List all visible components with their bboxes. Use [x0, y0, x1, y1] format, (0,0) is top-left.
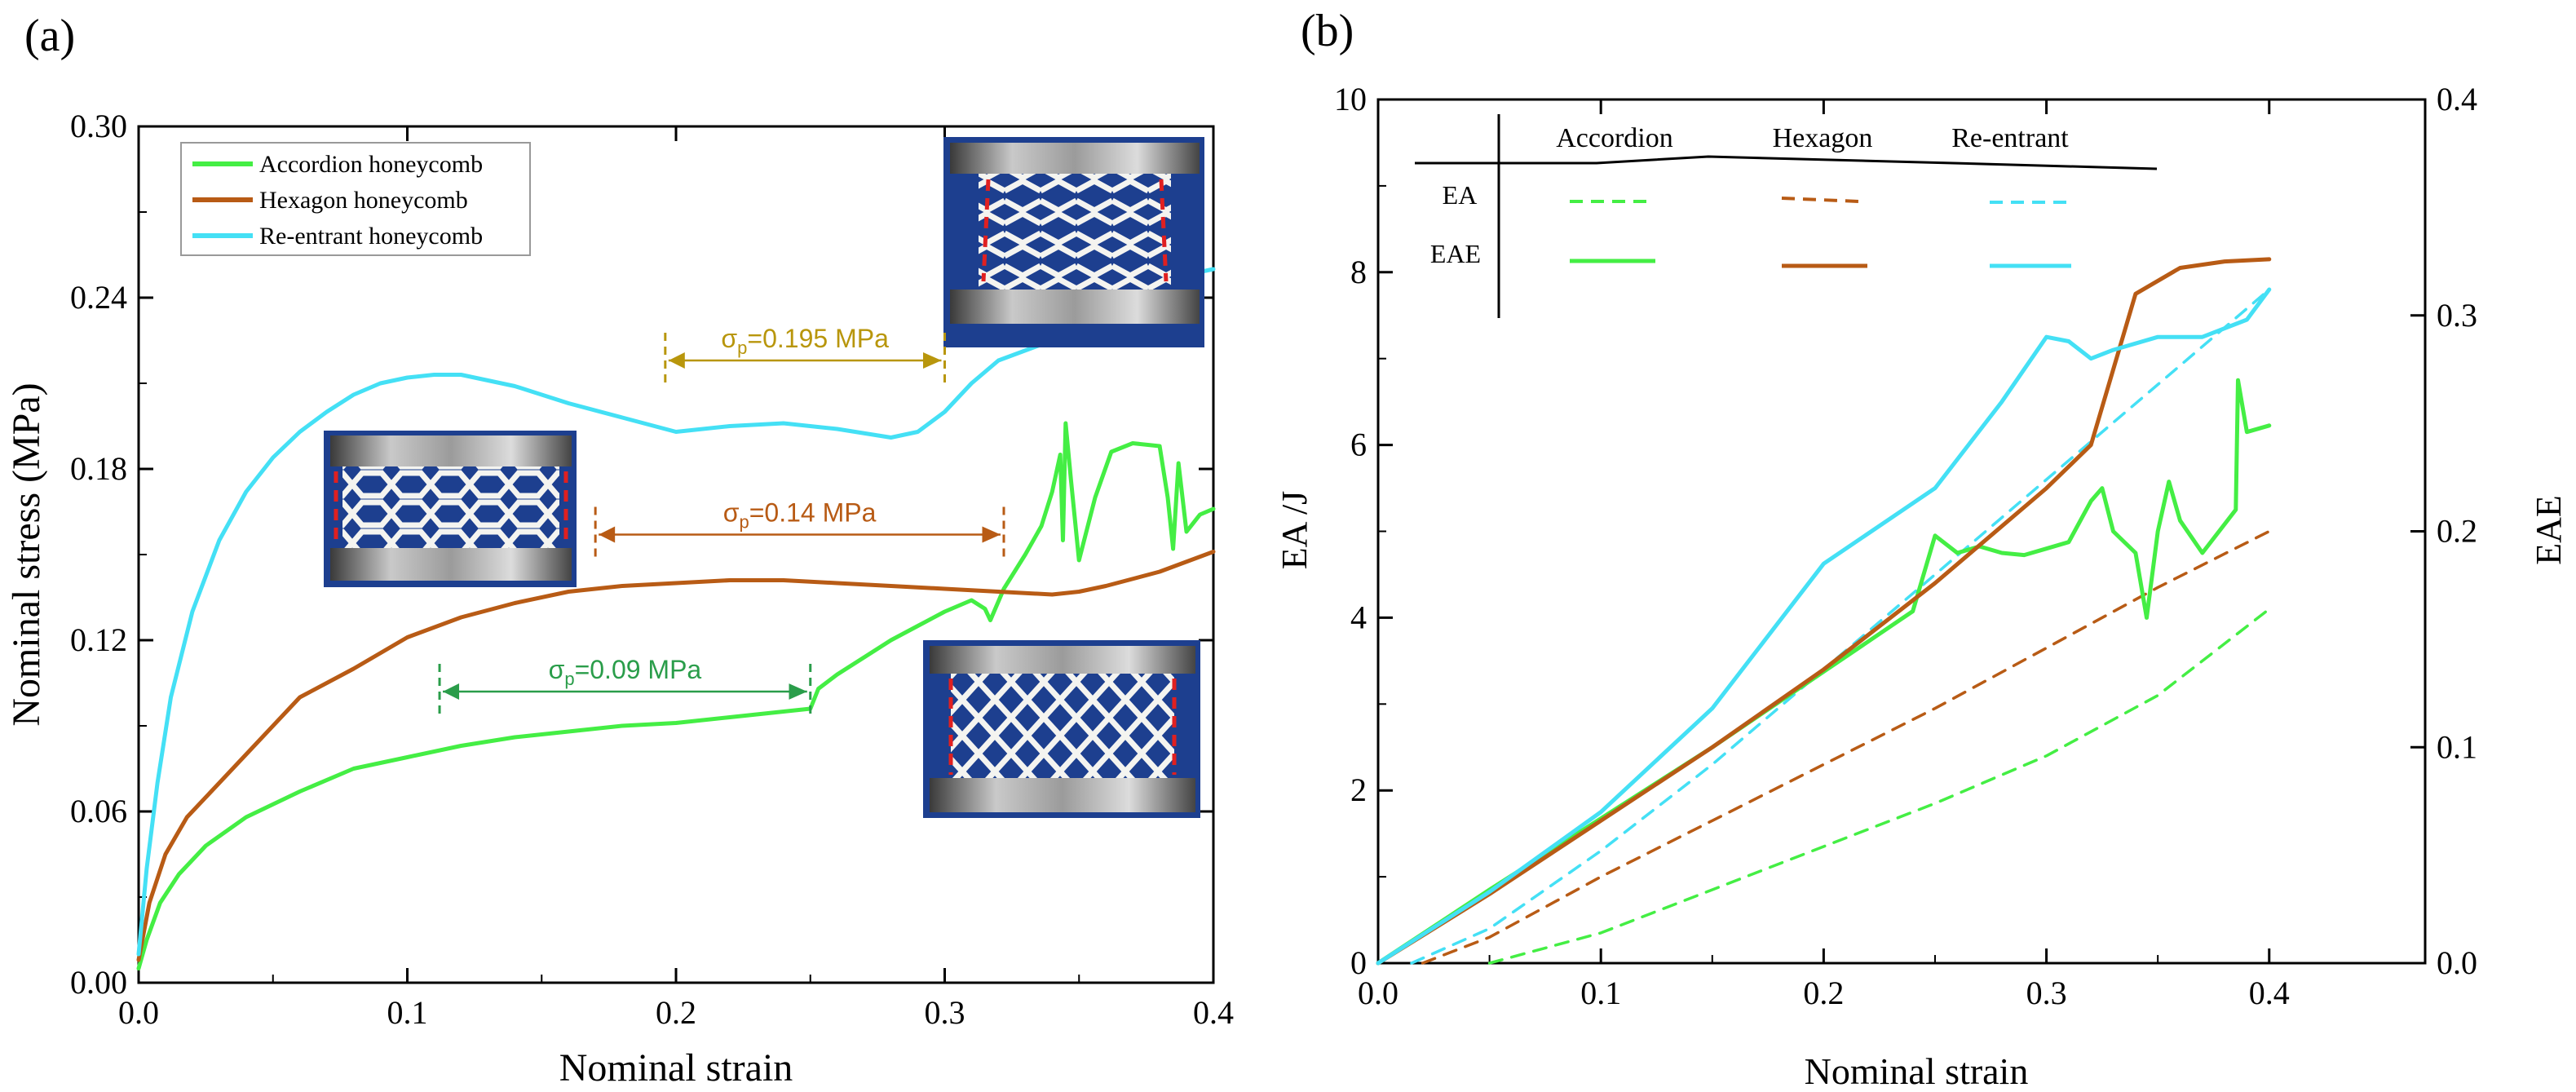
plateau-value: =0.195 MPa — [747, 324, 889, 353]
y-tick-label: 0 — [1350, 944, 1367, 981]
legend-col-re-entrant: Re-entrant — [1951, 123, 2069, 153]
y-tick-label: 0.00 — [70, 964, 127, 1001]
y-tick-label: 4 — [1350, 599, 1367, 635]
panel-a-label: (a) — [24, 11, 75, 61]
series-line-accordion-honeycomb — [136, 421, 1216, 970]
x-tick-label: 0.3 — [925, 994, 965, 1031]
plateau-value: =0.14 MPa — [749, 498, 877, 528]
y2-tick-label: 0.2 — [2437, 513, 2477, 550]
y-tick-label: 2 — [1350, 771, 1367, 808]
plateau-stress-label: σp=0.195 MPa — [721, 324, 889, 358]
series-line-re-entrant-eae — [1376, 287, 2272, 966]
y-tick-label: 6 — [1350, 427, 1367, 463]
series-line-re-entrant-honeycomb — [136, 267, 1216, 957]
panel-b-y2-axis-label: EAE — [2529, 495, 2569, 565]
panel-a-series — [136, 267, 1216, 970]
specimen-photo-accordion — [923, 640, 1200, 818]
x-tick-label: 0.1 — [1580, 975, 1621, 1011]
panel-b-label: (b) — [1301, 6, 1354, 56]
plateau-subscript: p — [739, 512, 749, 533]
plateau-annotation: σp=0.195 MPa — [664, 324, 946, 388]
panel-a-y-axis-label: Nominal stress (MPa) — [5, 382, 48, 726]
plateau-stress-label: σp=0.14 MPa — [723, 498, 877, 533]
x-tick-label: 0.4 — [2249, 975, 2290, 1011]
specimen-photo-re-entrant — [943, 137, 1204, 347]
x-tick-label: 0.4 — [1193, 994, 1234, 1031]
panel-b-y-axis-label: EA /J — [1275, 491, 1315, 570]
y-tick-label: 10 — [1334, 81, 1367, 117]
panel-b-chart: (b) 0.0 0.1 0.2 0.3 0.402468100.00.10.20.30.… — [1275, 6, 2569, 1092]
plateau-annotation: σp=0.09 MPa — [438, 655, 812, 719]
y-tick-label: 0.12 — [70, 621, 127, 658]
legend-label-hexagon: Hexagon honeycomb — [259, 187, 468, 214]
legend-col-hexagon: Hexagon — [1773, 123, 1873, 153]
series-line-accordion-eae — [1376, 378, 2272, 966]
plateau-annotation: σp=0.14 MPa — [594, 498, 1005, 563]
panel-b-legend: Accordion Hexagon Re-entrant EA EAE — [1415, 114, 2158, 318]
legend-divider-horizontal — [1415, 155, 2158, 170]
panel-b-x-axis-label: Nominal strain — [1805, 1050, 2029, 1092]
y-tick-label: 0.06 — [70, 793, 127, 829]
panel-a-chart: (a) 0.0 0.1 0.2 0.3 0.40.000.060.120.180.240… — [5, 11, 1234, 1090]
y2-tick-label: 0.1 — [2437, 728, 2477, 765]
panel-b-series — [1376, 257, 2272, 966]
y-tick-label: 0.18 — [70, 450, 127, 487]
y2-tick-label: 0.3 — [2437, 297, 2477, 334]
y2-tick-label: 0.4 — [2437, 81, 2477, 117]
plateau-sigma: σ — [723, 498, 740, 528]
legend-col-accordion: Accordion — [1556, 123, 1673, 153]
x-tick-label: 0.2 — [656, 994, 696, 1031]
plateau-subscript: p — [737, 338, 747, 358]
y-tick-label: 8 — [1350, 254, 1367, 290]
panel-a-legend: Accordion honeycomb Hexagon honeycomb Re… — [180, 142, 531, 256]
x-tick-label: 0.1 — [387, 994, 428, 1031]
x-tick-label: 0.2 — [1803, 975, 1844, 1011]
panel-a-axes: 0.0 0.1 0.2 0.3 0.4 0.00 0.06 0.12 0.18 0.24 0.30 — [70, 108, 1234, 1031]
panel-b-axes: 0.0 0.1 0.2 0.3 0.4 0 2 4 6 8 10 0.0 0.1 0.2 0.3 0.4 — [1334, 81, 2477, 1011]
legend-row-eae: EAE — [1430, 239, 1481, 268]
x-tick-label: 0.3 — [2026, 975, 2067, 1011]
legend-ea-hexagon — [1781, 197, 1860, 203]
series-line-hexagon-eae — [1376, 257, 2272, 966]
plateau-sigma: σ — [721, 324, 737, 353]
panel-a-x-axis-label: Nominal strain — [559, 1046, 793, 1090]
specimen-photo-hexagon — [324, 431, 577, 587]
legend-row-ea: EA — [1443, 180, 1478, 210]
plateau-value: =0.09 MPa — [575, 655, 702, 684]
plateau-stress-label: σp=0.09 MPa — [549, 655, 702, 689]
plateau-sigma: σ — [549, 655, 565, 684]
series-line-hexagon-honeycomb — [136, 550, 1216, 962]
y-tick-label: 0.30 — [70, 108, 127, 144]
y2-tick-label: 0.0 — [2437, 944, 2477, 981]
plateau-subscript: p — [564, 669, 574, 689]
x-tick-label: 0.0 — [1358, 975, 1398, 1011]
y-tick-label: 0.24 — [70, 279, 127, 316]
legend-label-re-entrant: Re-entrant honeycomb — [259, 223, 483, 250]
series-line-accordion-ea — [1487, 608, 2271, 965]
series-line-hexagon-ea — [1421, 529, 2271, 965]
legend-label-accordion: Accordion honeycomb — [259, 151, 483, 178]
x-tick-label: 0.0 — [118, 994, 159, 1031]
